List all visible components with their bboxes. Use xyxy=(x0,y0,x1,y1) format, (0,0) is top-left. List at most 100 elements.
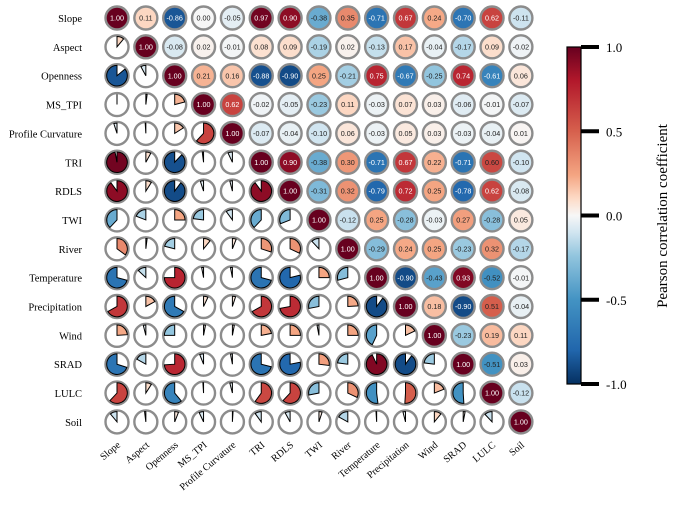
cell-value: -0.21 xyxy=(340,71,356,80)
cell-circle xyxy=(392,34,419,60)
cell-circle xyxy=(306,34,332,60)
colorbar-label: Pearson correlation coefficient xyxy=(655,123,671,308)
correlation-cell: 1.00 xyxy=(248,149,274,175)
cell-value: -0.12 xyxy=(513,389,529,398)
cell-value: 1.00 xyxy=(341,244,355,253)
cell-circle xyxy=(479,5,505,31)
correlation-cell xyxy=(363,351,390,377)
correlation-cell: 1.00 xyxy=(392,293,419,320)
column-label: Openness xyxy=(144,440,181,473)
cell-value: 0.62 xyxy=(485,187,499,196)
pie-wedge xyxy=(163,382,182,404)
cell-circle xyxy=(479,62,505,89)
cell-value: 0.11 xyxy=(139,14,152,23)
cell-value: 0.75 xyxy=(370,71,384,80)
pie-wedge xyxy=(347,295,359,308)
cell-value: 1.00 xyxy=(225,129,239,138)
correlation-cell xyxy=(133,380,159,406)
correlation-cell: 0.27 xyxy=(450,207,476,233)
correlation-cell xyxy=(392,409,419,435)
cell-circle xyxy=(363,62,390,89)
correlation-cell: -0.01 xyxy=(479,91,505,118)
cell-circle xyxy=(392,178,419,204)
cell-circle xyxy=(479,322,505,349)
row-label: Profile Curvature xyxy=(9,129,83,140)
cell-value: -0.79 xyxy=(368,187,384,196)
cell-value: -0.71 xyxy=(368,158,384,167)
cell-circle xyxy=(479,351,505,377)
cell-value: 0.90 xyxy=(283,14,297,23)
cell-circle xyxy=(392,149,419,175)
correlation-cell xyxy=(104,120,130,147)
pie-wedge xyxy=(106,353,128,375)
cell-value: 0.03 xyxy=(514,360,528,369)
cell-value: -0.23 xyxy=(455,331,471,340)
correlation-cell: 0.25 xyxy=(306,62,332,89)
column-label: Soil xyxy=(507,440,527,459)
cell-circle xyxy=(479,91,505,118)
correlation-cell xyxy=(421,351,448,377)
cell-circle xyxy=(479,207,505,233)
correlation-cell: 1.00 xyxy=(104,5,130,31)
pie-wedge xyxy=(279,295,301,318)
correlation-cell: 0.21 xyxy=(190,62,217,89)
pie-wedge xyxy=(163,180,186,202)
correlation-cell: 0.11 xyxy=(335,91,361,118)
cell-value: 0.05 xyxy=(514,216,528,225)
pie-wedge xyxy=(289,324,301,336)
correlation-cell xyxy=(277,351,303,377)
pie-wedge xyxy=(106,209,118,229)
correlation-cell: -0.71 xyxy=(450,149,476,175)
correlation-cells: 1.00 0.11 -0.86 0.00 -0.05 0.97 0.90 -0.38 0.35 -… xyxy=(104,5,534,435)
correlation-cell: 0.25 xyxy=(421,178,448,204)
pie-wedge xyxy=(199,180,205,192)
cell-circle xyxy=(363,264,390,291)
pie-wedge xyxy=(433,382,445,394)
pie-wedge xyxy=(203,237,211,251)
correlation-cell: -0.43 xyxy=(421,264,448,291)
correlation-cell: -0.03 xyxy=(450,120,476,147)
correlation-cell xyxy=(161,149,188,175)
cell-value: 0.11 xyxy=(514,331,527,340)
cell-circle xyxy=(219,120,246,147)
pie-wedge xyxy=(140,64,147,76)
cell-value: -0.01 xyxy=(484,100,500,109)
row-label: River xyxy=(59,245,83,256)
correlation-cell: 1.00 xyxy=(219,120,246,147)
cell-circle xyxy=(479,120,505,147)
correlation-cell: -0.12 xyxy=(508,380,534,406)
cell-value: 0.35 xyxy=(341,14,355,23)
cell-circle xyxy=(363,5,390,31)
correlation-cell: -0.07 xyxy=(508,91,534,118)
correlation-cell: 0.32 xyxy=(479,236,505,262)
correlation-cell: -0.17 xyxy=(508,236,534,262)
cell-value: 0.01 xyxy=(514,129,528,138)
correlation-cell: 1.00 xyxy=(306,207,332,233)
pie-wedge xyxy=(231,295,237,307)
cell-value: 0.51 xyxy=(485,302,499,311)
correlation-cell: 0.03 xyxy=(421,120,448,147)
correlation-cell: 0.08 xyxy=(248,34,274,60)
correlation-cell xyxy=(104,149,130,175)
cell-value: -0.90 xyxy=(455,302,471,311)
correlation-cell: 0.32 xyxy=(335,178,361,204)
cell-value: -0.88 xyxy=(253,71,269,80)
cell-circle xyxy=(450,34,476,60)
cell-value: -0.07 xyxy=(253,129,269,138)
pie-wedge xyxy=(163,353,186,375)
cell-circle xyxy=(363,34,390,60)
correlation-cell xyxy=(450,380,476,406)
cell-value: 1.00 xyxy=(456,360,470,369)
row-label: Wind xyxy=(59,331,83,342)
correlation-cell xyxy=(306,264,332,291)
correlation-cell: 0.11 xyxy=(508,322,534,349)
correlation-cell: -0.61 xyxy=(479,62,505,89)
cell-value: -0.04 xyxy=(426,42,442,51)
cell-circle xyxy=(277,149,303,175)
pie-wedge xyxy=(145,237,148,249)
colorbar-gradient xyxy=(566,46,582,385)
correlation-cell: -0.70 xyxy=(450,5,476,31)
correlation-cell xyxy=(161,380,188,406)
cell-circle xyxy=(479,34,505,60)
row-label: Openness xyxy=(41,72,82,83)
